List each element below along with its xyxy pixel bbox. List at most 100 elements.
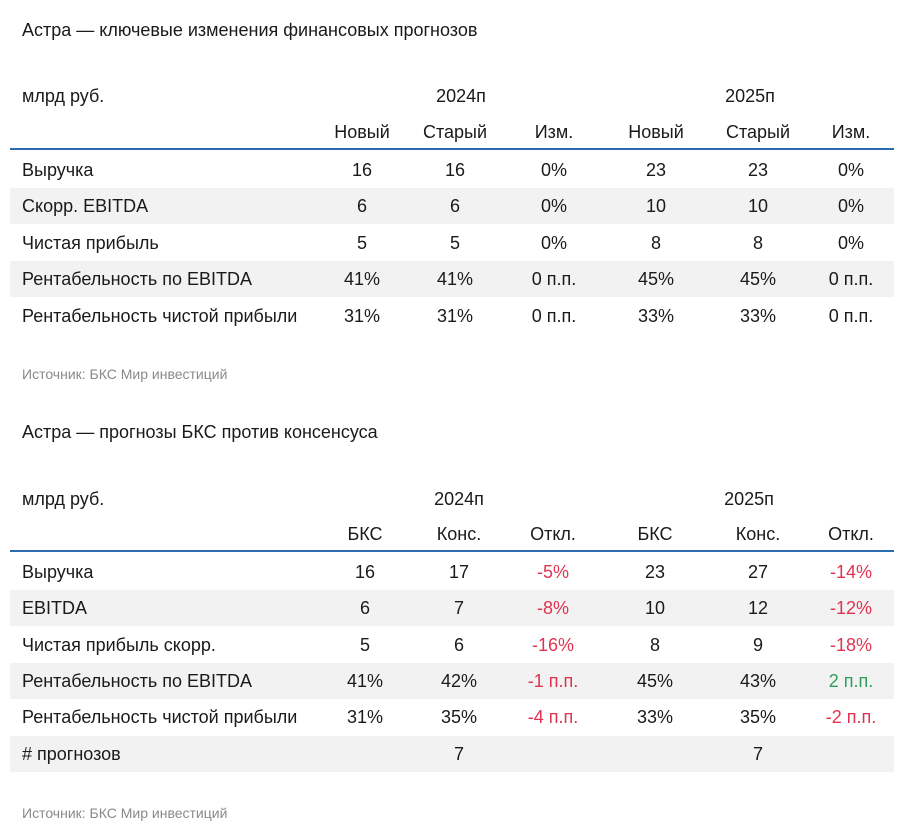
cell: 6	[449, 196, 460, 216]
cell: 5	[359, 635, 370, 655]
row-label: # прогнозов	[22, 744, 121, 764]
cell: 33%	[636, 707, 674, 727]
cell: 41%	[343, 269, 381, 289]
table2-col-header: Конс.	[735, 524, 781, 544]
cell: 0 п.п.	[828, 306, 874, 326]
table-row: Рентабельность чистой прибыли 31% 31% 0 …	[10, 298, 894, 334]
cell: 45%	[637, 269, 675, 289]
row-label: Скорр. EBITDA	[22, 196, 149, 216]
cell: -14%	[829, 562, 873, 582]
table2-col-header: Конс.	[436, 524, 482, 544]
cell: 45%	[739, 269, 777, 289]
cell: 0 п.п.	[828, 269, 874, 289]
cell: 5	[449, 233, 460, 253]
cell: 16	[354, 562, 376, 582]
table1-title: Астра — ключевые изменения финансовых пр…	[22, 20, 478, 40]
cell: 6	[359, 598, 370, 618]
row-label: Рентабельность по EBITDA	[22, 671, 252, 691]
cell: 17	[448, 562, 470, 582]
table2-year-2024: 2024п	[434, 489, 484, 509]
table-row: Чистая прибыль скорр. 5 6 -16% 8 9 -18%	[10, 627, 894, 663]
cell: 33%	[739, 306, 777, 326]
cell: -5%	[536, 562, 569, 582]
cell: 6	[356, 196, 367, 216]
cell: 35%	[739, 707, 777, 727]
table1-source: Источник: БКС Мир инвестиций	[22, 366, 228, 382]
cell: 6	[453, 635, 464, 655]
table-row: Выручка 16 17 -5% 23 27 -14%	[10, 554, 894, 590]
table1: млрд руб. 2024п 2025п Новый Старый Изм. …	[10, 84, 894, 340]
row-label: Рентабельность по EBITDA	[22, 269, 252, 289]
cell: 0%	[837, 196, 864, 216]
cell: 8	[752, 233, 763, 253]
cell: 12	[747, 598, 769, 618]
cell: -16%	[531, 635, 575, 655]
cell: 16	[444, 160, 466, 180]
cell: -12%	[829, 598, 873, 618]
row-label: EBITDA	[22, 598, 88, 618]
table1-year-2025: 2025п	[725, 86, 775, 106]
cell: 33%	[637, 306, 675, 326]
cell: 16	[351, 160, 373, 180]
table1-year-2024: 2024п	[436, 86, 486, 106]
table1-header-rule	[10, 148, 894, 150]
cell: -2 п.п.	[825, 707, 877, 727]
cell: -1 п.п.	[527, 671, 579, 691]
table2-unit: млрд руб.	[22, 489, 105, 509]
table1-col-header: Старый	[422, 122, 488, 142]
cell: 41%	[436, 269, 474, 289]
table2-col-header: БКС	[347, 524, 383, 544]
cell: 43%	[739, 671, 777, 691]
cell: 23	[747, 160, 769, 180]
cell: 31%	[346, 707, 384, 727]
table2-title: Астра — прогнозы БКС против консенсуса	[22, 422, 378, 442]
table2-col-header: Откл.	[828, 524, 874, 544]
cell: 0%	[837, 160, 864, 180]
cell: 7	[752, 744, 763, 764]
cell: 10	[747, 196, 769, 216]
cell: 7	[453, 598, 464, 618]
cell: 35%	[440, 707, 478, 727]
table2-header-rule	[10, 550, 894, 552]
cell: 41%	[346, 671, 384, 691]
cell: 0%	[540, 196, 567, 216]
table1-col-header: Старый	[725, 122, 791, 142]
table-row: Рентабельность чистой прибыли 31% 35% -4…	[10, 699, 894, 735]
table-row: Рентабельность по EBITDA 41% 41% 0 п.п. …	[10, 261, 894, 297]
cell: 23	[645, 160, 667, 180]
row-label: Выручка	[22, 160, 94, 180]
row-label: Чистая прибыль	[22, 233, 159, 253]
table-row: EBITDA 6 7 -8% 10 12 -12%	[10, 590, 894, 626]
cell: 27	[747, 562, 769, 582]
cell: 0%	[837, 233, 864, 253]
cell: 23	[644, 562, 666, 582]
table2: млрд руб. 2024п 2025п БКС Конс. Откл. БК…	[10, 487, 894, 777]
row-label: Рентабельность чистой прибыли	[22, 707, 298, 727]
cell: 9	[752, 635, 763, 655]
cell: -18%	[829, 635, 873, 655]
cell: 31%	[343, 306, 381, 326]
table-row: Выручка 16 16 0% 23 23 0%	[10, 152, 894, 188]
table1-col-header: Новый	[628, 122, 684, 142]
table1-unit: млрд руб.	[22, 86, 105, 106]
table-row: Рентабельность по EBITDA 41% 42% -1 п.п.…	[10, 663, 894, 699]
cell: 45%	[636, 671, 674, 691]
row-label: Чистая прибыль скорр.	[22, 635, 216, 655]
table1-col-header: Новый	[334, 122, 390, 142]
cell: 2 п.п.	[828, 671, 874, 691]
cell: 0%	[540, 160, 567, 180]
cell: -8%	[536, 598, 569, 618]
table2-year-2025: 2025п	[724, 489, 774, 509]
table-row: # прогнозов 7 7	[10, 736, 894, 772]
cell: 8	[650, 233, 661, 253]
cell: 31%	[436, 306, 474, 326]
table-row: Скорр. EBITDA 6 6 0% 10 10 0%	[10, 188, 894, 224]
cell: 42%	[440, 671, 478, 691]
cell: 5	[356, 233, 367, 253]
table2-source: Источник: БКС Мир инвестиций	[22, 805, 228, 821]
table-row: Чистая прибыль 5 5 0% 8 8 0%	[10, 225, 894, 261]
cell: 10	[644, 598, 666, 618]
cell: 8	[649, 635, 660, 655]
table1-col-header: Изм.	[534, 122, 574, 142]
table2-col-header: БКС	[637, 524, 673, 544]
